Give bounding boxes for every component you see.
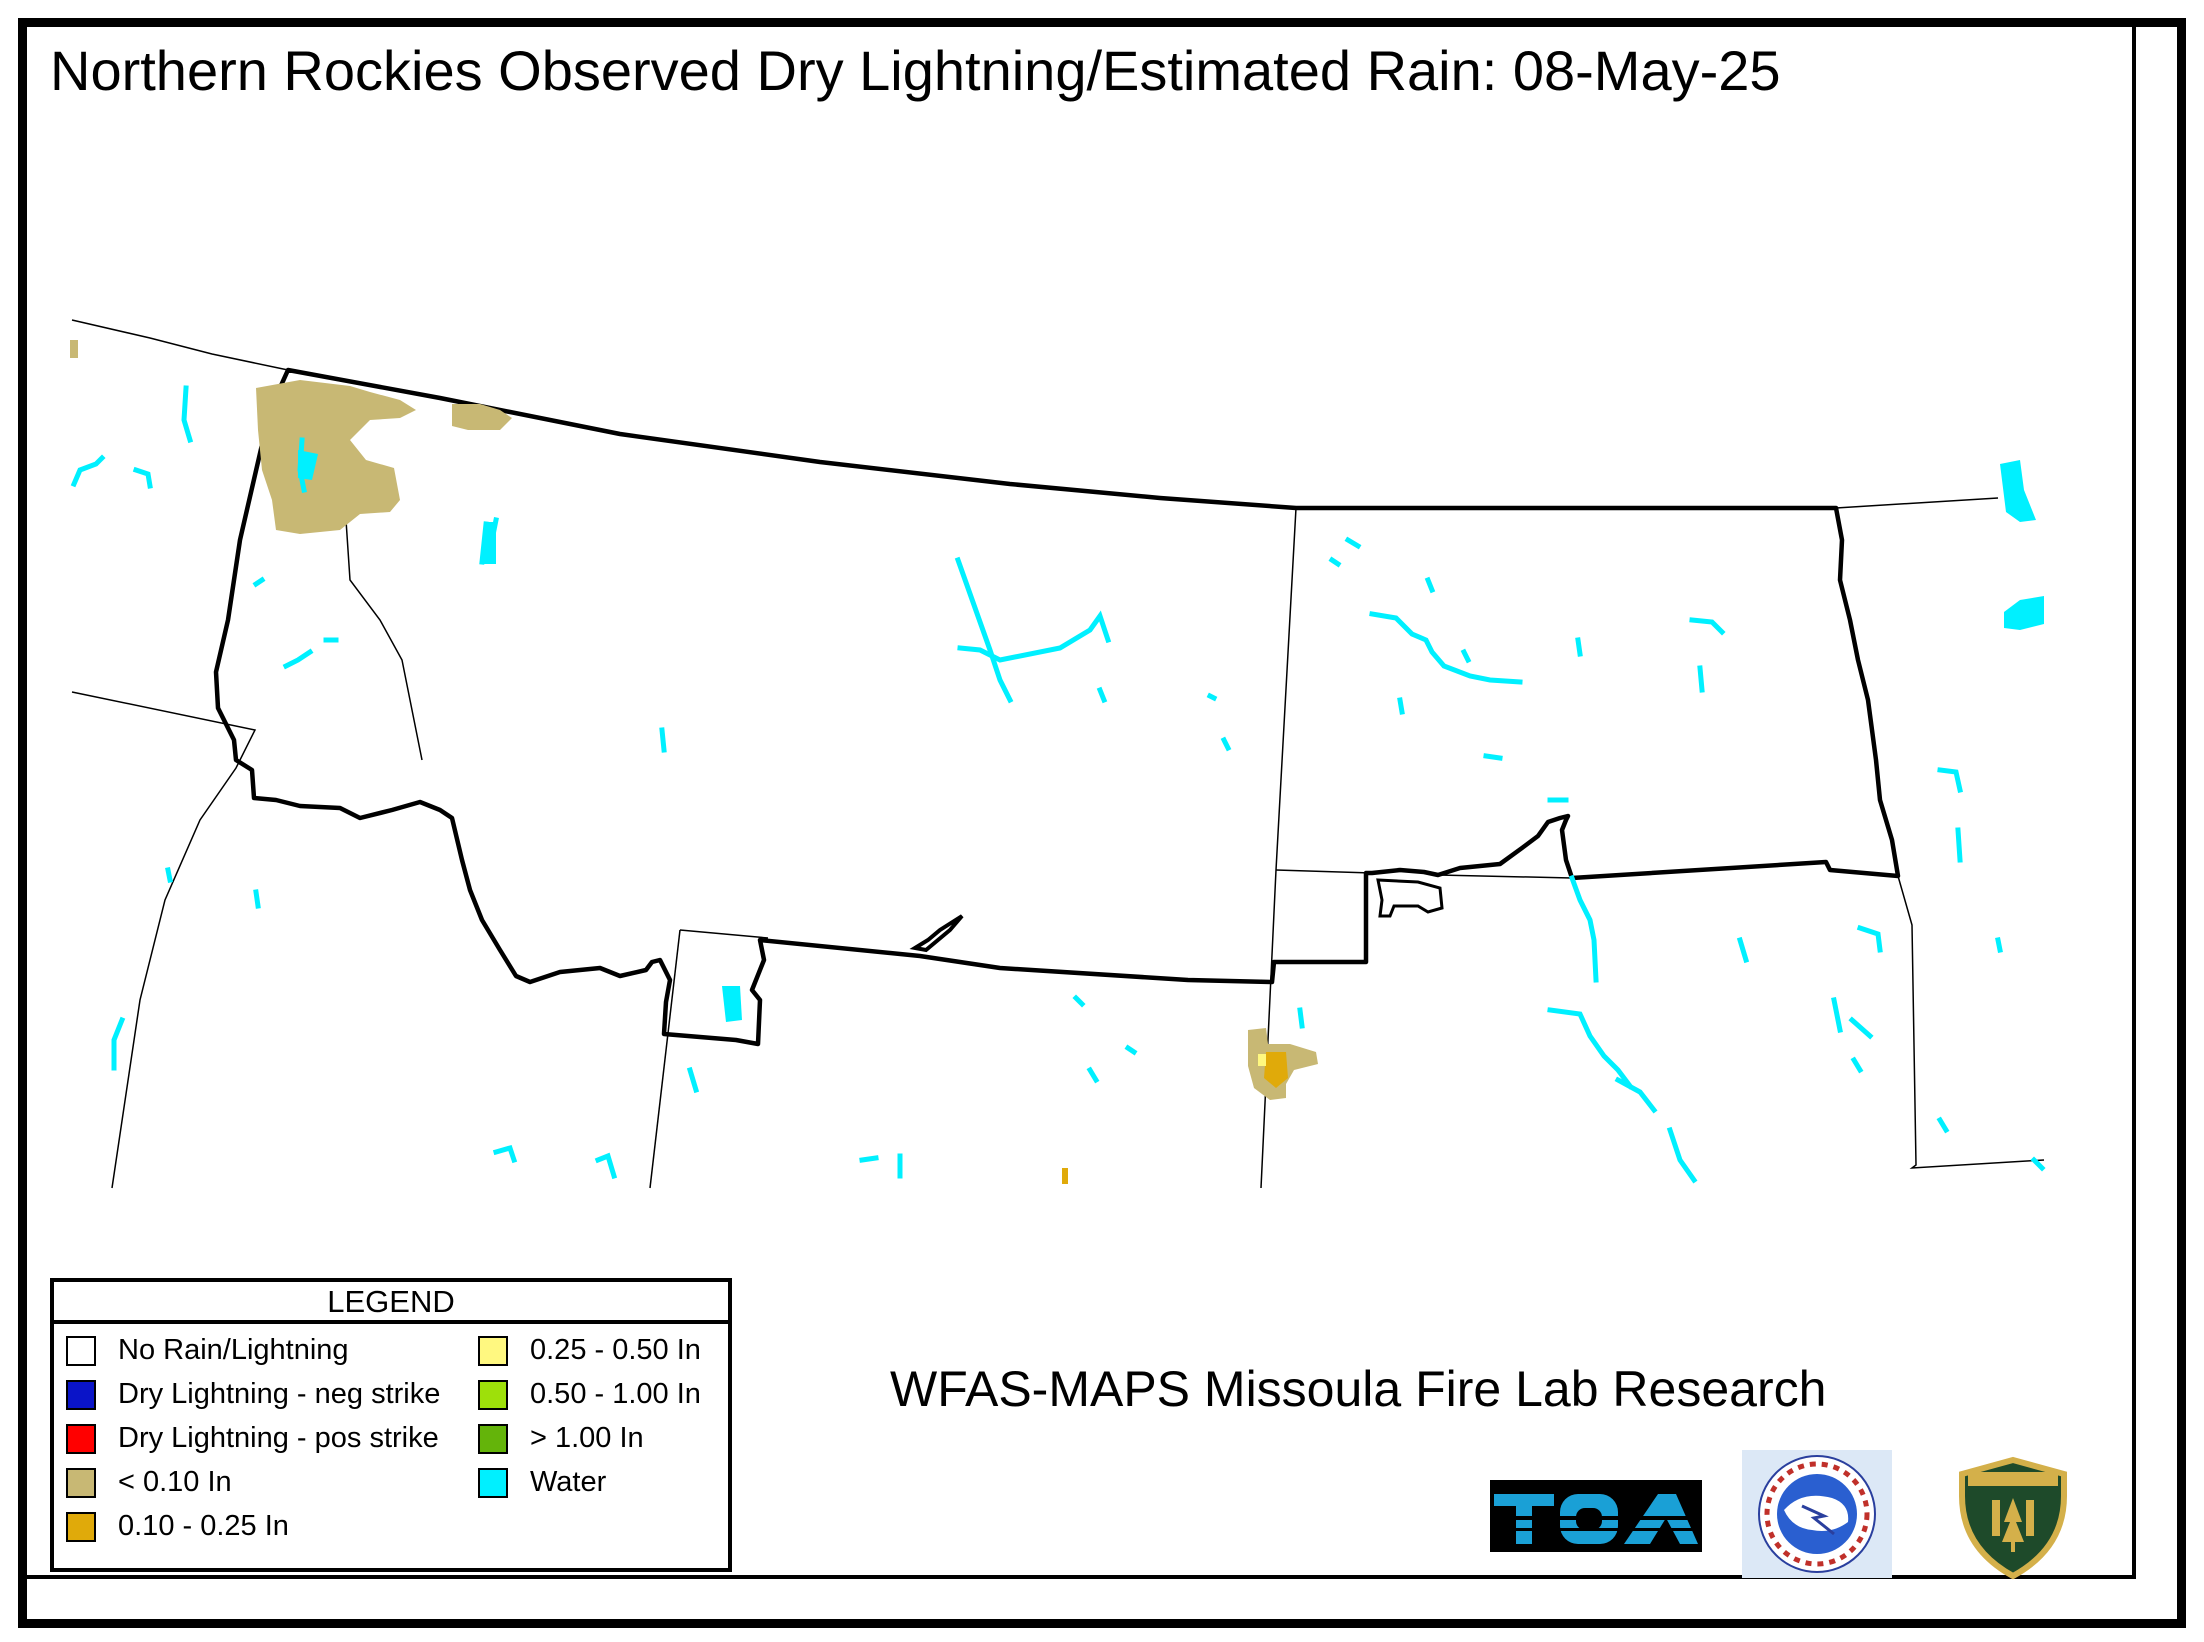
toa-logo bbox=[1490, 1480, 1702, 1552]
legend-item-010-025: 0.10 - 0.25 In bbox=[66, 1510, 289, 1543]
legend-item-lt-010: < 0.10 In bbox=[66, 1466, 232, 1499]
wy-north-border bbox=[679, 929, 769, 939]
state-borders bbox=[71, 319, 2045, 1189]
legend-label: 0.10 - 0.25 In bbox=[118, 1510, 289, 1542]
national-weather-service-logo bbox=[1742, 1450, 1892, 1578]
lakes bbox=[298, 450, 2044, 1022]
wy-west-border bbox=[649, 929, 681, 1189]
legend-swatch bbox=[66, 1423, 96, 1454]
map-title: Northern Rockies Observed Dry Lightning/… bbox=[50, 39, 1781, 102]
legend-swatch bbox=[66, 1335, 96, 1366]
rain-heavy-areas bbox=[1258, 1054, 1266, 1066]
legend-item-050-100: 0.50 - 1.00 In bbox=[478, 1378, 701, 1411]
wyoming-notch bbox=[909, 914, 964, 953]
rain-light-areas bbox=[70, 340, 1318, 1100]
legend-label: Dry Lightning - neg strike bbox=[118, 1378, 441, 1410]
legend-item-gt-100: > 1.00 In bbox=[478, 1422, 644, 1455]
legend-label: No Rain/Lightning bbox=[118, 1334, 349, 1366]
legend-item-pos-strike: Dry Lightning - pos strike bbox=[66, 1422, 439, 1455]
legend-swatch bbox=[66, 1511, 96, 1542]
northern-rockies-boundary bbox=[213, 367, 1901, 1047]
rain-moderate-areas bbox=[1062, 1052, 1288, 1184]
legend-label: Dry Lightning - pos strike bbox=[118, 1422, 439, 1454]
legend: LEGEND No Rain/Lightning Dry Lightning -… bbox=[50, 1278, 732, 1572]
mn-border bbox=[1897, 875, 2045, 1169]
legend-label: 0.50 - 1.00 In bbox=[530, 1378, 701, 1410]
canada-border-west bbox=[71, 319, 289, 371]
legend-swatch bbox=[478, 1335, 508, 1366]
credit-text: WFAS-MAPS Missoula Fire Lab Research bbox=[890, 1361, 1827, 1417]
legend-item-025-050: 0.25 - 0.50 In bbox=[478, 1334, 701, 1367]
legend-swatch bbox=[478, 1423, 508, 1454]
legend-label: > 1.00 In bbox=[530, 1422, 644, 1454]
sd-north-border-2 bbox=[1437, 874, 1573, 879]
idaho-panhandle-river bbox=[345, 519, 423, 761]
canada-border-east bbox=[1835, 497, 1999, 509]
sd-notch bbox=[1376, 878, 1444, 918]
legend-item-no-rain: No Rain/Lightning bbox=[66, 1334, 349, 1367]
legend-title: LEGEND bbox=[54, 1282, 728, 1324]
sd-north-border bbox=[1275, 869, 1373, 874]
legend-label: Water bbox=[530, 1466, 607, 1498]
legend-swatch bbox=[478, 1379, 508, 1410]
legend-item-neg-strike: Dry Lightning - neg strike bbox=[66, 1378, 440, 1411]
legend-item-water: Water bbox=[478, 1466, 606, 1499]
idaho-border-west bbox=[71, 691, 257, 1189]
us-forest-service-shield bbox=[1959, 1456, 2067, 1580]
legend-label: 0.25 - 0.50 In bbox=[530, 1334, 701, 1366]
legend-label: < 0.10 In bbox=[118, 1466, 232, 1498]
water-features bbox=[70, 385, 2046, 1184]
inner-frame bbox=[20, 20, 2136, 1579]
legend-swatch bbox=[66, 1467, 96, 1498]
legend-swatch bbox=[478, 1467, 508, 1498]
legend-swatch bbox=[66, 1379, 96, 1410]
